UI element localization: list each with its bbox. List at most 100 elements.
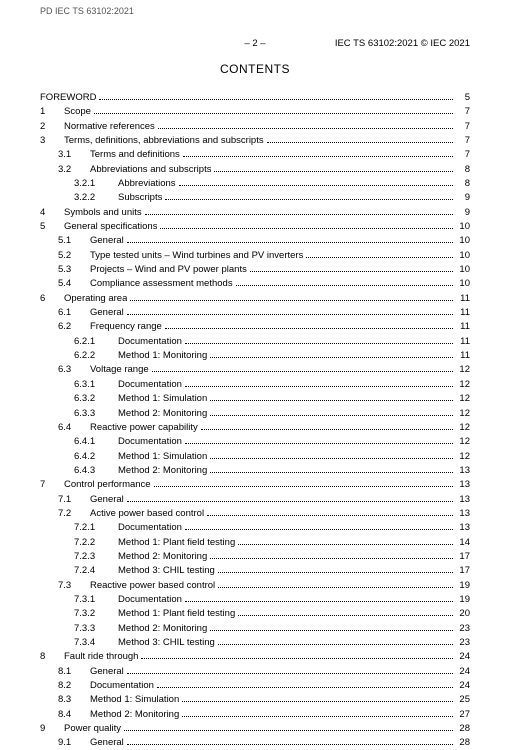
toc-entry: 7.3.3Method 2: Monitoring23 bbox=[40, 623, 470, 635]
toc-entry: 5.3Projects – Wind and PV power plants10 bbox=[40, 264, 470, 276]
toc-entry: 6Operating area 11 bbox=[40, 293, 470, 305]
toc-entry-number: 7.3.1 bbox=[74, 594, 118, 606]
toc-entry-page: 13 bbox=[456, 465, 470, 477]
toc-entry: 6.3.2Method 1: Simulation12 bbox=[40, 393, 470, 405]
page-number: – 2 – bbox=[244, 38, 265, 50]
toc-entry-number: 1 bbox=[40, 106, 64, 118]
toc-entry-number: 7.2 bbox=[58, 508, 90, 520]
toc-entry-label: Method 1: Plant field testing bbox=[118, 608, 235, 620]
toc-entry-label: Documentation bbox=[118, 336, 182, 348]
toc-entry-page: 9 bbox=[456, 192, 470, 204]
toc-leader-dots bbox=[210, 552, 453, 559]
toc-entry-page: 28 bbox=[456, 723, 470, 735]
document-id-stamp: PD IEC TS 63102:2021 bbox=[40, 6, 134, 18]
toc-entry-label: Method 2: Monitoring bbox=[118, 551, 207, 563]
toc-leader-dots bbox=[185, 524, 453, 531]
toc-entry: 6.3.1Documentation12 bbox=[40, 379, 470, 391]
toc-leader-dots bbox=[165, 323, 453, 330]
toc-entry-page: 24 bbox=[456, 680, 470, 692]
toc-entry-page: 12 bbox=[456, 379, 470, 391]
toc-entry: 6.2.2Method 1: Monitoring11 bbox=[40, 350, 470, 362]
toc-entry-page: 11 bbox=[456, 293, 470, 305]
toc-leader-dots bbox=[145, 208, 453, 215]
toc-entry-number: 6.3.1 bbox=[74, 379, 118, 391]
toc-leader-dots bbox=[207, 509, 453, 516]
toc-entry-number: 6 bbox=[40, 293, 64, 305]
toc-entry-label: Power quality bbox=[64, 723, 121, 735]
toc-entry: 7.2.2Method 1: Plant field testing14 bbox=[40, 537, 470, 549]
toc-entry: 5.2Type tested units – Wind turbines and… bbox=[40, 250, 470, 262]
toc-entry-label: Abbreviations bbox=[118, 178, 176, 190]
toc-leader-dots bbox=[124, 724, 453, 731]
toc-entry-number: 7.2.1 bbox=[74, 522, 118, 534]
toc-leader-dots bbox=[238, 538, 453, 545]
toc-entry: 4Symbols and units9 bbox=[40, 207, 470, 219]
toc-entry-label: Abbreviations and subscripts bbox=[90, 164, 211, 176]
toc-leader-dots bbox=[154, 481, 453, 488]
toc-entry-page: 25 bbox=[456, 694, 470, 706]
toc-entry-label: Voltage range bbox=[90, 364, 149, 376]
toc-entry-number: 6.2 bbox=[58, 321, 90, 333]
toc-leader-dots bbox=[201, 423, 453, 430]
toc-entry-label: Symbols and units bbox=[64, 207, 142, 219]
toc-leader-dots bbox=[185, 337, 453, 344]
toc-entry: 3.2Abbreviations and subscripts8 bbox=[40, 164, 470, 176]
toc-entry-number: 6.4.2 bbox=[74, 451, 118, 463]
toc-entry-page: 10 bbox=[456, 264, 470, 276]
toc-entry-page: 10 bbox=[456, 235, 470, 247]
toc-entry-label: Operating area bbox=[64, 293, 127, 305]
toc-entry-number: 2 bbox=[40, 121, 64, 133]
toc-entry-label: Control performance bbox=[64, 479, 151, 491]
toc-entry-page: 11 bbox=[456, 336, 470, 348]
toc-entry-page: 7 bbox=[456, 149, 470, 161]
page: PD IEC TS 63102:2021 – 2 – IEC TS 63102:… bbox=[0, 0, 510, 722]
toc-leader-dots bbox=[185, 595, 453, 602]
toc-leader-dots bbox=[218, 581, 453, 588]
toc-entry-page: 28 bbox=[456, 737, 470, 749]
toc-leader-dots bbox=[185, 438, 453, 445]
toc-entry-page: 11 bbox=[456, 321, 470, 333]
toc-entry-label: Method 3: CHIL testing bbox=[118, 565, 215, 577]
toc-leader-dots bbox=[179, 179, 453, 186]
toc-entry-number: 7.3.4 bbox=[74, 637, 118, 649]
toc-entry: 6.2.1Documentation11 bbox=[40, 336, 470, 348]
toc-entry-number: 5.4 bbox=[58, 278, 90, 290]
toc-entry-label: FOREWORD bbox=[40, 92, 96, 104]
toc-entry: 7.2Active power based control 13 bbox=[40, 508, 470, 520]
toc-entry-page: 13 bbox=[456, 494, 470, 506]
toc-entry-number: 8.2 bbox=[58, 680, 90, 692]
toc-entry-page: 8 bbox=[456, 164, 470, 176]
toc-entry-label: Method 1: Simulation bbox=[118, 393, 207, 405]
toc-leader-dots bbox=[238, 610, 453, 617]
toc-entry-label: Compliance assessment methods bbox=[90, 278, 233, 290]
toc-entry-number: 7.3 bbox=[58, 580, 90, 592]
toc-entry-label: General bbox=[90, 235, 124, 247]
toc-leader-dots bbox=[127, 308, 453, 315]
toc-entry-label: General bbox=[90, 666, 124, 678]
toc-entry-label: Method 2: Monitoring bbox=[118, 408, 207, 420]
toc-entry-label: Reactive power based control bbox=[90, 580, 215, 592]
toc-leader-dots bbox=[94, 108, 453, 115]
toc-entry-number: 6.2.2 bbox=[74, 350, 118, 362]
toc-entry-label: Method 2: Monitoring bbox=[90, 709, 179, 721]
toc-entry-page: 12 bbox=[456, 364, 470, 376]
toc-entry-label: Active power based control bbox=[90, 508, 204, 520]
toc-entry-label: Method 1: Simulation bbox=[118, 451, 207, 463]
toc-entry: 6.2Frequency range11 bbox=[40, 321, 470, 333]
toc-entry-page: 12 bbox=[456, 451, 470, 463]
toc-entry-page: 10 bbox=[456, 278, 470, 290]
toc-entry-number: 3.1 bbox=[58, 149, 90, 161]
toc-entry-label: Type tested units – Wind turbines and PV… bbox=[90, 250, 303, 262]
page-header: – 2 – IEC TS 63102:2021 © IEC 2021 bbox=[40, 38, 470, 50]
toc-entry: 3Terms, definitions, abbreviations and s… bbox=[40, 135, 470, 147]
toc-entry: 7.3.1Documentation19 bbox=[40, 594, 470, 606]
toc-entry: 7.3.2Method 1: Plant field testing20 bbox=[40, 608, 470, 620]
toc-entry-page: 13 bbox=[456, 508, 470, 520]
toc-entry-label: Documentation bbox=[118, 436, 182, 448]
toc-entry: 7.1General13 bbox=[40, 494, 470, 506]
toc-entry-page: 9 bbox=[456, 207, 470, 219]
toc-entry-label: Method 1: Plant field testing bbox=[118, 537, 235, 549]
toc-entry-page: 24 bbox=[456, 666, 470, 678]
toc-entry-number: 6.3 bbox=[58, 364, 90, 376]
toc-entry-number: 3 bbox=[40, 135, 64, 147]
